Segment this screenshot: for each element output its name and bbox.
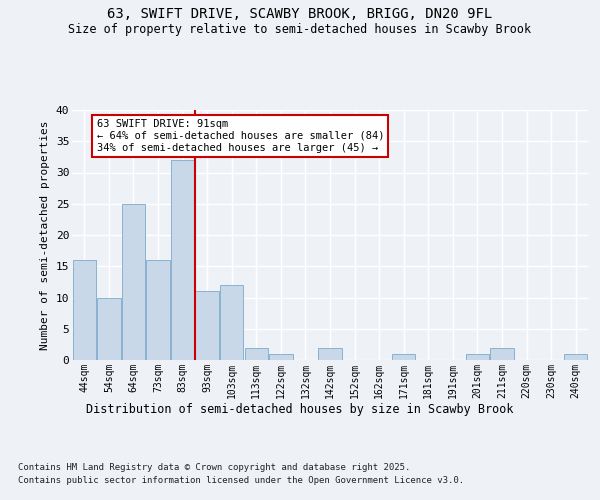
Text: Contains HM Land Registry data © Crown copyright and database right 2025.: Contains HM Land Registry data © Crown c… [18,462,410,471]
Bar [196,291,219,360]
Bar [490,348,514,360]
Bar [73,260,96,360]
Bar [220,285,244,360]
Text: 63, SWIFT DRIVE, SCAWBY BROOK, BRIGG, DN20 9FL: 63, SWIFT DRIVE, SCAWBY BROOK, BRIGG, DN… [107,8,493,22]
Bar [269,354,293,360]
Bar [564,354,587,360]
Text: 63 SWIFT DRIVE: 91sqm
← 64% of semi-detached houses are smaller (84)
34% of semi: 63 SWIFT DRIVE: 91sqm ← 64% of semi-deta… [97,120,384,152]
Text: Contains public sector information licensed under the Open Government Licence v3: Contains public sector information licen… [18,476,464,485]
Bar [171,160,194,360]
Bar [146,260,170,360]
Text: Size of property relative to semi-detached houses in Scawby Brook: Size of property relative to semi-detach… [68,22,532,36]
Y-axis label: Number of semi-detached properties: Number of semi-detached properties [40,120,50,350]
Bar [245,348,268,360]
Text: Distribution of semi-detached houses by size in Scawby Brook: Distribution of semi-detached houses by … [86,402,514,415]
Bar [466,354,489,360]
Bar [97,298,121,360]
Bar [319,348,341,360]
Bar [122,204,145,360]
Bar [392,354,415,360]
